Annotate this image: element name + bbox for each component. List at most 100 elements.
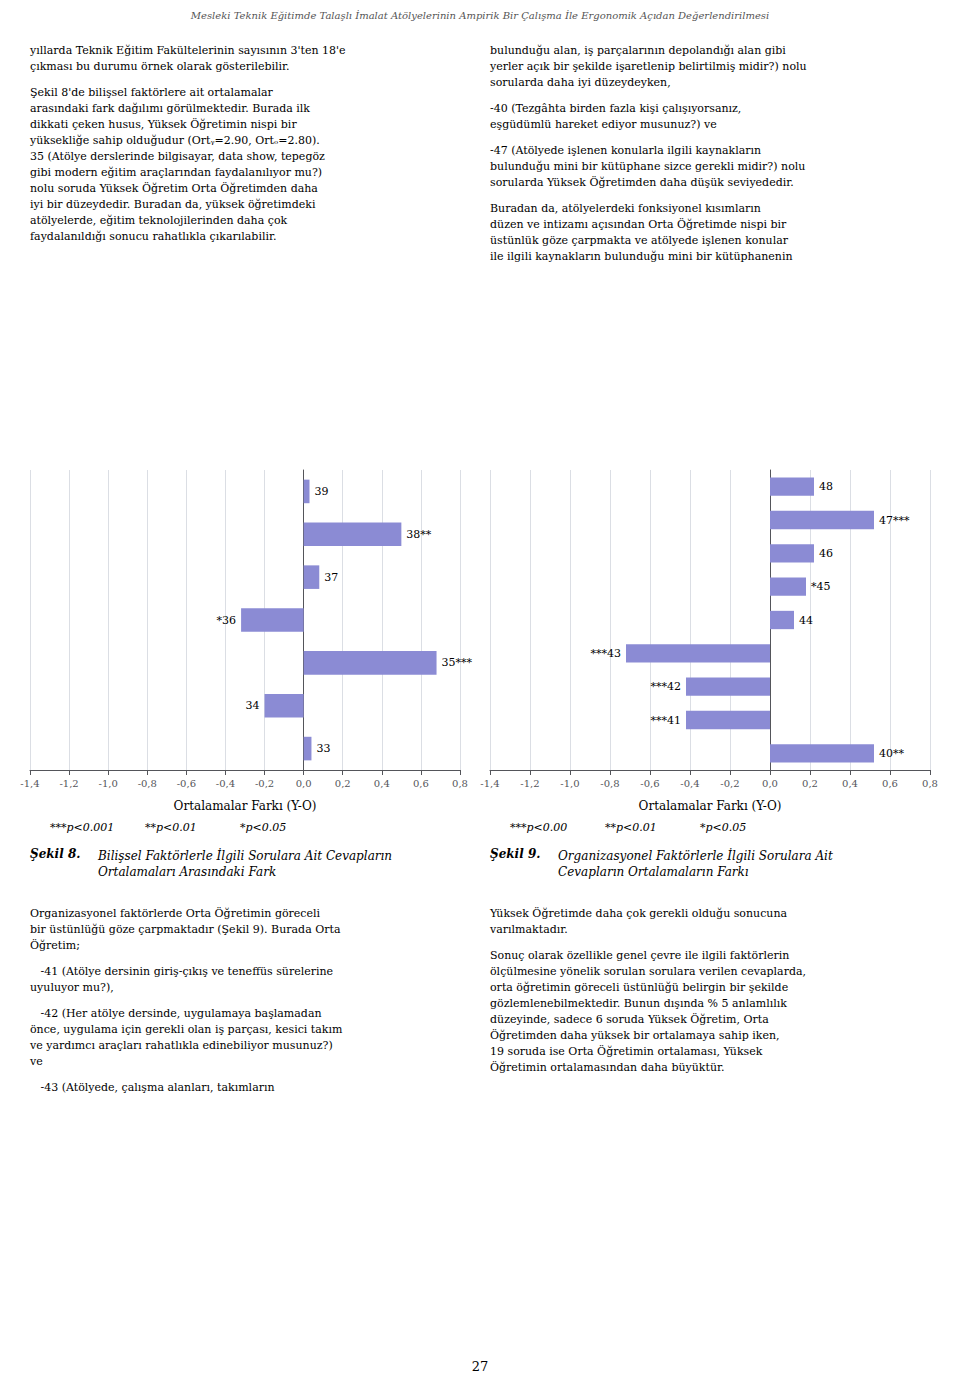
svg-text:uyuluyor mu?),: uyuluyor mu?), (30, 981, 114, 994)
svg-text:47***: 47*** (879, 514, 910, 527)
svg-text:*45: *45 (811, 580, 831, 593)
svg-text:40**: 40** (879, 747, 904, 760)
svg-text:-0,8: -0,8 (138, 778, 157, 789)
svg-text:-0,4: -0,4 (216, 778, 235, 789)
svg-text:0,0: 0,0 (296, 778, 312, 789)
svg-text:bulunduğu alan, iş parçalarını: bulunduğu alan, iş parçalarının depoland… (490, 44, 786, 57)
svg-text:48: 48 (819, 480, 833, 493)
svg-text:-0,6: -0,6 (177, 778, 196, 789)
svg-text:19 soruda ise Orta Öğretimin o: 19 soruda ise Orta Öğretimin ortalaması,… (490, 1044, 763, 1058)
svg-text:eşgüdümlü hareket ediyor musun: eşgüdümlü hareket ediyor musunuz?) ve (490, 118, 717, 131)
svg-text:0,6: 0,6 (413, 778, 429, 789)
svg-text:üstünlük göze çarpmakta ve atö: üstünlük göze çarpmakta ve atölyede işle… (490, 234, 789, 247)
svg-text:önce, uygulama için gerekli ol: önce, uygulama için gerekli olan iş parç… (30, 1023, 343, 1036)
svg-text:39: 39 (315, 485, 329, 498)
svg-text:-41 (Atölye dersinin giriş-çık: -41 (Atölye dersinin giriş-çıkış ve tene… (30, 965, 333, 978)
svg-text:***43: ***43 (591, 647, 622, 660)
svg-text:yerler açık bir şekilde işaret: yerler açık bir şekilde işaretlenip beli… (489, 60, 807, 73)
svg-text:35***: 35*** (442, 656, 473, 669)
svg-text:-40 (Tezgâhta birden fazla kiş: -40 (Tezgâhta birden fazla kişi çalışıyo… (490, 102, 741, 115)
svg-text:0,4: 0,4 (374, 778, 390, 789)
svg-text:-1,4: -1,4 (480, 778, 499, 789)
svg-text:**p<0.01: **p<0.01 (605, 821, 657, 834)
svg-text:bulunduğu mini bir kütüphane s: bulunduğu mini bir kütüphane sizce gerek… (490, 160, 805, 173)
svg-text:Buradan da, atölyelerdeki fonk: Buradan da, atölyelerdeki fonksiyonel kı… (490, 202, 761, 215)
svg-text:Şekil 8.: Şekil 8. (30, 847, 80, 861)
svg-text:***p<0.001: ***p<0.001 (50, 821, 114, 834)
svg-text:dikkati çeken husus, Yüksek Öğ: dikkati çeken husus, Yüksek Öğretimin ni… (30, 117, 297, 131)
svg-text:Ortalamalar Farkı (Y-O): Ortalamalar Farkı (Y-O) (174, 799, 317, 813)
svg-text:arasındaki fark dağılımı görül: arasındaki fark dağılımı görülmektedir. … (30, 102, 310, 115)
svg-text:orta öğretimin göreceli üstünl: orta öğretimin göreceli üstünlüğü belirg… (490, 981, 788, 994)
svg-text:faydalanıldığı sonucu rahatlık: faydalanıldığı sonucu rahatlıkla çıkarıl… (30, 230, 277, 243)
svg-text:0,2: 0,2 (802, 778, 818, 789)
svg-text:0,8: 0,8 (452, 778, 468, 789)
svg-text:düzen ve intizamı açısından Or: düzen ve intizamı açısından Orta Öğretim… (490, 217, 787, 231)
svg-text:Ortalamaları Arasındaki Fark: Ortalamaları Arasındaki Fark (98, 865, 276, 879)
svg-text:46: 46 (819, 547, 833, 560)
svg-text:-0,2: -0,2 (255, 778, 274, 789)
svg-text:**p<0.01: **p<0.01 (145, 821, 197, 834)
svg-text:Ortalamalar Farkı (Y-O): Ortalamalar Farkı (Y-O) (639, 799, 782, 813)
svg-text:27: 27 (472, 1359, 489, 1374)
svg-text:-1,4: -1,4 (20, 778, 39, 789)
svg-text:-47 (Atölyede işlenen konularl: -47 (Atölyede işlenen konularla ilgili k… (490, 144, 761, 157)
svg-text:Organizasyonel faktörlerde Ort: Organizasyonel faktörlerde Orta Öğretimi… (30, 906, 321, 920)
svg-text:-1,0: -1,0 (560, 778, 579, 789)
svg-text:0,6: 0,6 (882, 778, 898, 789)
svg-text:***42: ***42 (651, 680, 682, 693)
svg-text:atölyelerde, eğitim teknolojil: atölyelerde, eğitim teknolojilerinden da… (30, 214, 288, 227)
svg-text:-0,6: -0,6 (640, 778, 659, 789)
svg-text:bir üstünlüğü göze çarpmaktadı: bir üstünlüğü göze çarpmaktadır (Şekil 9… (30, 923, 341, 936)
svg-text:ile ilgili kaynakların bulundu: ile ilgili kaynakların bulunduğu mini bi… (490, 250, 793, 263)
svg-text:-0,8: -0,8 (600, 778, 619, 789)
svg-text:yüksekliğe sahip olduğudur (Or: yüksekliğe sahip olduğudur (Ortᵧ=2.90, O… (29, 134, 320, 147)
svg-text:-1,2: -1,2 (59, 778, 78, 789)
svg-text:ve yardımcı araçları rahatlıkl: ve yardımcı araçları rahatlıkla edinebil… (29, 1039, 333, 1052)
svg-text:-1,0: -1,0 (99, 778, 118, 789)
svg-text:Cevapların Ortalamaların Farkı: Cevapların Ortalamaların Farkı (558, 865, 749, 879)
svg-text:0,8: 0,8 (922, 778, 938, 789)
svg-text:Bilişsel Faktörlerle İlgili So: Bilişsel Faktörlerle İlgili Sorulara Ait… (97, 848, 392, 863)
svg-text:37: 37 (324, 571, 338, 584)
svg-text:34: 34 (246, 699, 260, 712)
svg-text:Yüksek Öğretimde daha çok gere: Yüksek Öğretimde daha çok gerekli olduğu… (489, 906, 787, 920)
svg-text:Öğretimden daha yüksek bir ort: Öğretimden daha yüksek bir ortalamaya sa… (490, 1028, 779, 1042)
svg-text:Öğretimin ortalamasından daha: Öğretimin ortalamasından daha büyüktür. (490, 1060, 725, 1074)
svg-text:Mesleki Teknik Eğitimde Talaşl: Mesleki Teknik Eğitimde Talaşlı İmalat A… (190, 10, 769, 21)
svg-text:gözlemlenebilmektedir. Bunun d: gözlemlenebilmektedir. Bunun dışında % 5… (490, 997, 787, 1010)
svg-text:38**: 38** (406, 528, 431, 541)
svg-text:iyi bir düzeydedir. Buradan da: iyi bir düzeydedir. Buradan da, yüksek ö… (30, 198, 316, 211)
svg-text:-42 (Her atölye dersinde, uygu: -42 (Her atölye dersinde, uygulamaya baş… (30, 1007, 322, 1020)
svg-text:sorularda daha iyi düzeydeyken: sorularda daha iyi düzeydeyken, (490, 76, 671, 89)
svg-text:*p<0.05: *p<0.05 (240, 821, 286, 834)
svg-text:-1,2: -1,2 (520, 778, 539, 789)
svg-text:Şekil 8'de bilişsel faktörlere: Şekil 8'de bilişsel faktörlere ait ortal… (30, 86, 274, 99)
svg-text:ölçülmesine yönelik sorulan so: ölçülmesine yönelik sorulan sorulara ver… (490, 965, 806, 978)
svg-text:ve: ve (29, 1055, 43, 1068)
svg-text:düzeyinde, sadece 6 soruda Yük: düzeyinde, sadece 6 soruda Yüksek Öğreti… (490, 1012, 769, 1026)
svg-text:Şekil 9.: Şekil 9. (490, 847, 540, 861)
svg-text:-43 (Atölyede, çalışma alanlar: -43 (Atölyede, çalışma alanları, takımla… (30, 1081, 275, 1094)
svg-text:Sonuç olarak özellikle genel ç: Sonuç olarak özellikle genel çevre ile i… (490, 949, 789, 962)
svg-text:***p<0.00: ***p<0.00 (510, 821, 567, 834)
svg-text:Organizasyonel Faktörlerle İlg: Organizasyonel Faktörlerle İlgili Sorula… (558, 848, 833, 863)
svg-text:çıkması bu durumu örnek olarak: çıkması bu durumu örnek olarak gösterile… (30, 60, 290, 73)
svg-text:33: 33 (316, 742, 330, 755)
svg-text:nolu soruda Yüksek Öğretim Ort: nolu soruda Yüksek Öğretim Orta Öğretimd… (30, 181, 318, 195)
svg-text:***41: ***41 (651, 714, 682, 727)
svg-text:35 (Atölye derslerinde bilgisa: 35 (Atölye derslerinde bilgisayar, data … (30, 150, 325, 163)
svg-text:*36: *36 (217, 614, 237, 627)
svg-text:sorularda Yüksek Öğretimden da: sorularda Yüksek Öğretimden daha düşük s… (490, 175, 794, 189)
svg-text:44: 44 (799, 614, 813, 627)
svg-text:gibi modern eğitim araçlarında: gibi modern eğitim araçlarından faydalan… (30, 166, 322, 179)
svg-text:-0,4: -0,4 (680, 778, 699, 789)
svg-text:0,2: 0,2 (335, 778, 351, 789)
svg-text:*p<0.05: *p<0.05 (700, 821, 746, 834)
svg-text:varılmaktadır.: varılmaktadır. (489, 923, 568, 936)
svg-text:0,4: 0,4 (842, 778, 858, 789)
svg-text:yıllarda Teknik Eğitim Fakülte: yıllarda Teknik Eğitim Fakültelerinin sa… (29, 44, 346, 57)
svg-text:Öğretim;: Öğretim; (30, 938, 80, 952)
svg-text:-0,2: -0,2 (720, 778, 739, 789)
svg-text:0,0: 0,0 (762, 778, 778, 789)
